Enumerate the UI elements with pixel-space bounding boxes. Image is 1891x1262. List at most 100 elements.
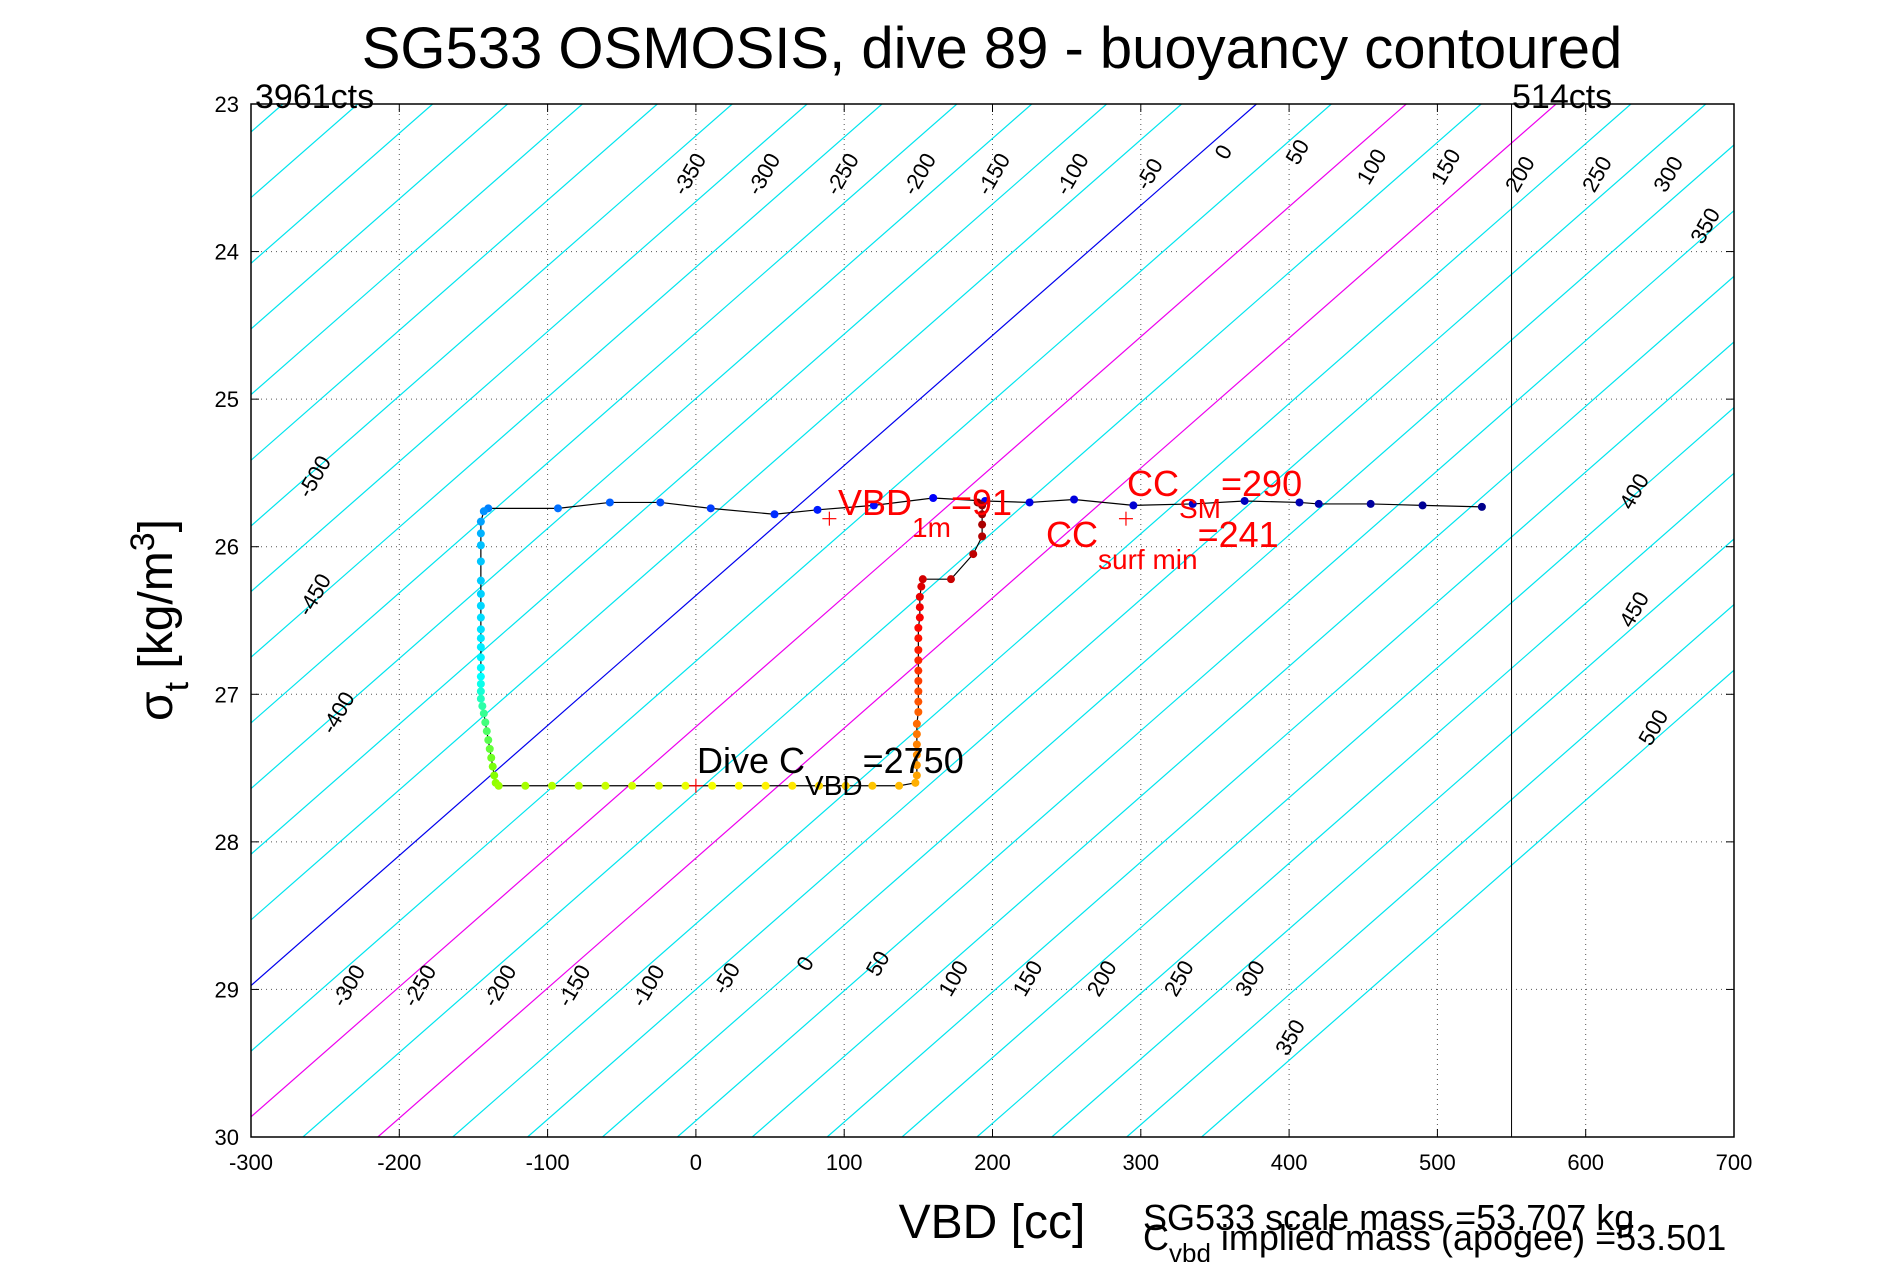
annotation-ccsurfmin-sub: surf min [1098, 544, 1198, 575]
profile-point [476, 529, 485, 538]
grid-lines [251, 104, 1734, 1137]
profile-point [548, 781, 557, 790]
profile-point [476, 672, 485, 681]
profile-point [605, 498, 614, 507]
x-tick-label: 700 [1716, 1150, 1753, 1175]
profile-point [553, 504, 562, 513]
profile-point [912, 740, 921, 749]
y-axis-label-sup: 3 [124, 532, 162, 551]
x-axis-ticks: -300 -200 -100 0 100 200 300 400 500 600 700 [229, 104, 1752, 1175]
y-tick-label: 24 [215, 240, 239, 265]
annotation-vbd1m-main: VBD [838, 482, 912, 523]
profile-point [476, 663, 485, 672]
profile-point [601, 781, 610, 790]
profile-point [770, 510, 779, 519]
profile-point [915, 592, 924, 601]
y-tick-label: 30 [215, 1125, 239, 1150]
annotation-vbd1m-sub: 1m [912, 512, 951, 543]
profile-point [654, 781, 663, 790]
contour-line [676, 209, 1734, 1137]
profile-point [708, 781, 717, 790]
profile-point [1418, 501, 1427, 510]
contour-line [251, 104, 1182, 921]
contour-line [251, 104, 1257, 987]
footnote-implied-mass-main: C [1143, 1217, 1169, 1258]
profile-point [476, 653, 485, 662]
x-tick-label: -100 [526, 1150, 570, 1175]
buoyancy-contours [0, 104, 1734, 1137]
profile-point [918, 575, 927, 584]
annotation-ccsm-value: =290 [1221, 463, 1302, 504]
profile-point [476, 557, 485, 566]
contour-line [251, 104, 1332, 1052]
x-tick-label: 200 [974, 1150, 1011, 1175]
profile-point [911, 778, 920, 787]
annotation-ccsurfmin: CCsurf min=241 [1046, 514, 1279, 575]
contour-line [251, 104, 1108, 856]
profile-point [914, 646, 923, 655]
profile-point [476, 541, 485, 550]
x-tick-label: 100 [826, 1150, 863, 1175]
profile-point [488, 762, 497, 771]
profile-point [914, 687, 923, 696]
profile-point [1314, 499, 1323, 508]
y-tick-label: 26 [215, 535, 239, 560]
profile-point [479, 709, 488, 718]
corner-label-left: 3961cts [255, 78, 374, 116]
profile-point [841, 781, 850, 790]
profile-point [868, 781, 877, 790]
contour-line [901, 406, 1734, 1137]
annotation-dive-cvbd: Dive CVBD=2750 [697, 740, 964, 801]
annotation-dive-cvbd-sub: VBD [805, 770, 863, 801]
y-tick-label: 25 [215, 387, 239, 412]
profile-point [969, 550, 978, 559]
annotation-vbd1m-value: =91 [951, 482, 1012, 523]
contour-line [1051, 538, 1734, 1137]
annotation-vbd1m: VBD1m=91 [838, 482, 1012, 543]
profile-points [476, 494, 1486, 790]
profile-point [915, 613, 924, 622]
profile-point [628, 781, 637, 790]
annotation-ccsm-sub: SM [1179, 493, 1221, 524]
profile-point [476, 687, 485, 696]
contour-line [251, 104, 1033, 790]
y-axis-ticks: 23 24 25 26 27 28 29 30 [215, 92, 1734, 1150]
profile-point [487, 753, 496, 762]
corner-label-right: 514cts [1512, 78, 1612, 116]
profile-point [912, 730, 921, 739]
x-tick-label: 400 [1271, 1150, 1308, 1175]
profile-point [521, 781, 530, 790]
contour-line [0, 104, 133, 1137]
profile-point [476, 517, 485, 526]
contour-line [251, 104, 958, 724]
profile-point [912, 771, 921, 780]
profile-point [869, 501, 878, 510]
profile-point [476, 589, 485, 598]
x-tick-label: 600 [1567, 1150, 1604, 1175]
profile-point [1025, 498, 1034, 507]
x-axis-label: VBD [cc] [899, 1196, 1086, 1249]
contour-line [1126, 603, 1734, 1137]
footnote-scale-mass: SG533 scale mass =53.707 kg [1143, 1197, 1634, 1238]
profile-point [1070, 495, 1079, 504]
y-axis-label-main: σ [130, 691, 183, 721]
profile-point [946, 575, 955, 584]
profile-point [1240, 496, 1249, 505]
profile-point [914, 707, 923, 716]
profile-point [1188, 499, 1197, 508]
contour-line [452, 104, 1632, 1137]
profile-point [476, 576, 485, 585]
contour-line [302, 104, 1482, 1137]
contour-line [251, 104, 733, 527]
profile-point [912, 761, 921, 770]
profile-point [478, 702, 487, 711]
profile-point [476, 634, 485, 643]
profile-point [476, 643, 485, 652]
annotation-ccsm-main: CC [1127, 463, 1179, 504]
profile-point [917, 582, 926, 591]
profile-point [476, 613, 485, 622]
profile-point [978, 532, 987, 541]
contour-line [251, 104, 658, 462]
profile-point [761, 781, 770, 790]
